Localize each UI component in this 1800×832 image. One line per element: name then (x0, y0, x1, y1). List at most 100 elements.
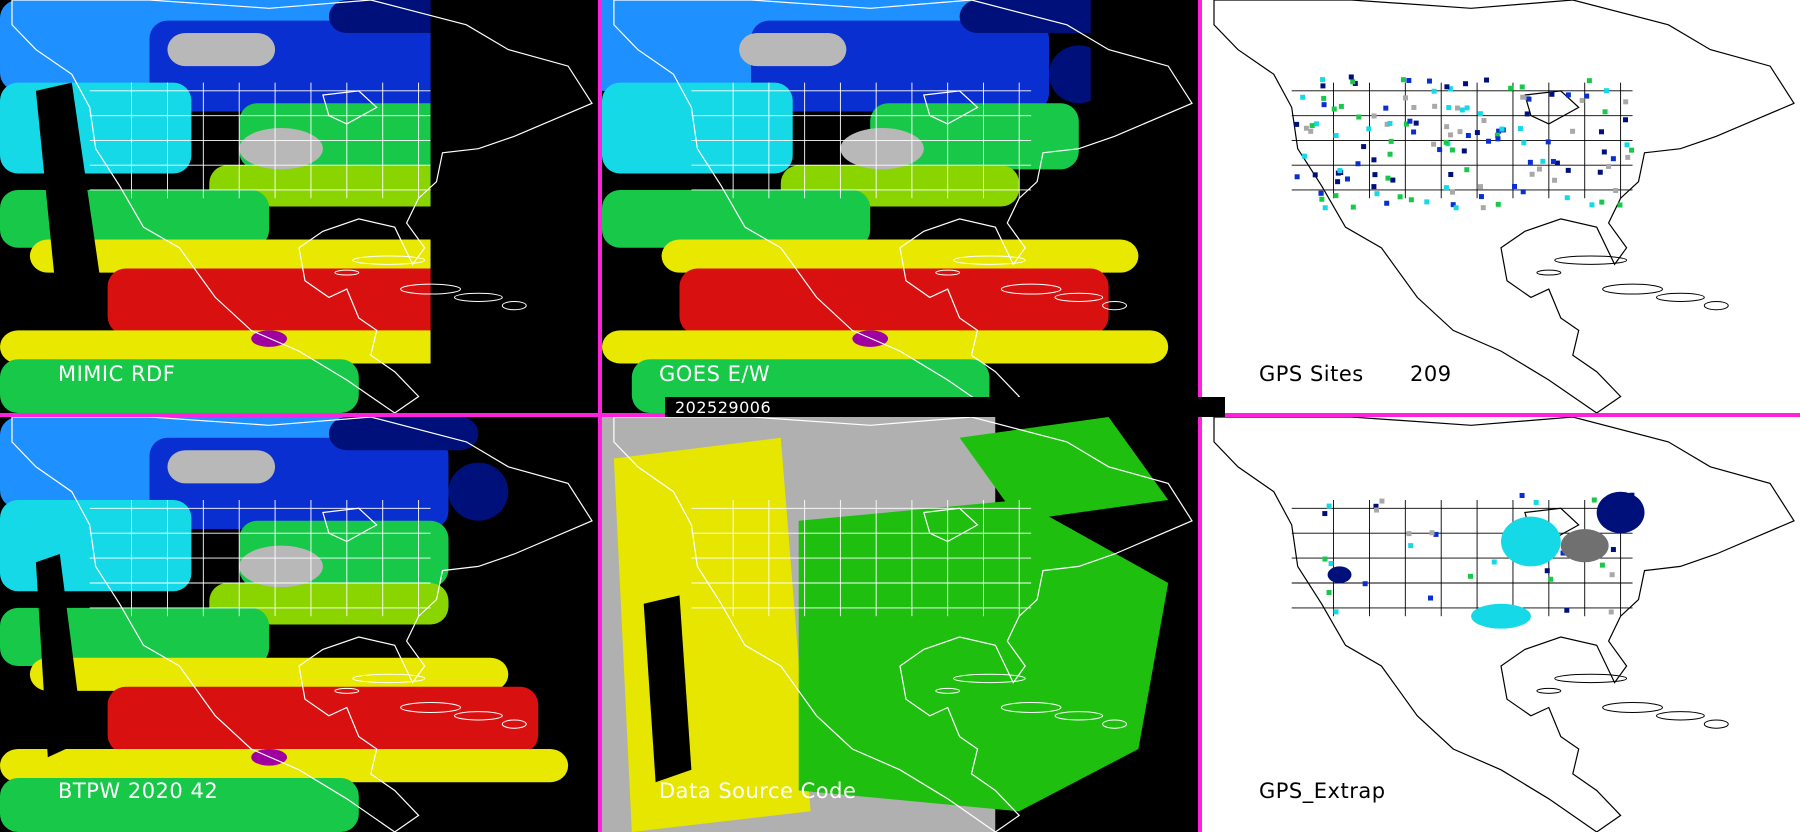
gps-site-marker (1511, 183, 1517, 189)
gps-site-marker (1598, 129, 1604, 135)
caribbean-islands (935, 673, 1127, 729)
gps-site-marker (1379, 498, 1385, 504)
gps-site-marker (1309, 123, 1315, 129)
gps-site-marker (1446, 105, 1452, 111)
gps-site-marker (1350, 79, 1356, 85)
gps-site-marker (1413, 120, 1419, 126)
state-borders (1291, 82, 1633, 199)
gps-site-marker (1384, 200, 1390, 206)
no-data-gap (35, 82, 102, 331)
gps-site-marker (1443, 139, 1449, 145)
gps-site-marker (1533, 499, 1539, 505)
gps-station-markers (1294, 74, 1635, 211)
gps-site-marker (1602, 109, 1608, 115)
gps-site-marker (1519, 492, 1525, 498)
vapor-band (739, 33, 847, 67)
gps-site-marker (1520, 94, 1526, 100)
gps-site-marker (1468, 573, 1474, 579)
vapor-band (0, 359, 359, 413)
gps-site-marker (1373, 503, 1379, 509)
gps-site-marker (1549, 91, 1555, 97)
mimic-rdf-label: MIMIC RDF (58, 362, 176, 386)
vapor-band (167, 450, 276, 484)
gps-site-marker (1397, 194, 1403, 200)
gps-site-marker (1478, 194, 1484, 200)
state-borders (691, 500, 1032, 617)
gps-site-marker (1344, 176, 1350, 182)
dry-region-blob (239, 128, 323, 170)
gps-site-marker (1322, 556, 1328, 562)
mimic-rdf-map (0, 0, 598, 413)
btpw-label: BTPW 2020 42 (58, 779, 219, 803)
gps-site-marker (1320, 83, 1326, 89)
vapor-band (602, 330, 1169, 364)
gps-site-marker (1319, 196, 1325, 202)
gps-site-marker (1601, 149, 1607, 155)
gps-site-marker (1428, 595, 1434, 601)
island-outline (1554, 673, 1628, 684)
gps-site-marker (1544, 568, 1550, 574)
water-vapor-field (602, 0, 1169, 413)
caribbean-islands (334, 673, 527, 729)
vapor-band (661, 239, 1139, 273)
island-outline (453, 292, 503, 302)
island-outline (453, 711, 503, 721)
island-outline (935, 269, 961, 276)
gps-site-marker (1385, 175, 1391, 181)
gps-site-marker (1352, 80, 1358, 86)
gps-site-marker (1383, 105, 1389, 111)
gps-site-marker (1333, 609, 1339, 615)
island-outline (1655, 711, 1705, 721)
vapor-band (328, 417, 479, 451)
gps-site-marker (1589, 202, 1595, 208)
dry-region-blob (239, 545, 323, 588)
continent-outline (11, 417, 593, 832)
gps-site-marker (1331, 106, 1337, 112)
gps-site-marker (1459, 107, 1465, 113)
gps-site-marker (1610, 547, 1616, 553)
gps-site-marker (1603, 88, 1609, 94)
gps-site-marker (1625, 154, 1631, 160)
gps-site-marker (1448, 132, 1454, 138)
continent-outline (1213, 0, 1795, 413)
source-region (613, 437, 811, 832)
island-outline (935, 687, 961, 694)
gps-site-marker (1333, 193, 1339, 199)
gps-site-marker (1453, 205, 1459, 211)
gps-site-marker (1597, 169, 1603, 175)
source-region (959, 417, 1169, 521)
gps-site-marker (1374, 507, 1380, 513)
gps-site-marker (1536, 166, 1542, 172)
extrap-blob (1471, 603, 1531, 629)
gps-site-marker (1437, 147, 1443, 153)
gps-site-marker (1450, 202, 1456, 208)
gps-site-marker (1300, 94, 1306, 100)
island-outline (352, 255, 426, 265)
gps-site-marker (1524, 111, 1530, 117)
caribbean-islands (935, 255, 1127, 311)
gps-site-marker (1560, 550, 1566, 556)
gps-site-marker (1564, 607, 1570, 613)
gps-site-marker (1521, 140, 1527, 146)
gps-site-marker (1338, 103, 1344, 109)
btpw-map (0, 417, 593, 832)
gps-site-marker (1312, 172, 1318, 178)
gps-site-marker (1321, 95, 1327, 101)
gps-site-marker (1411, 129, 1417, 135)
gps-site-marker (1320, 77, 1326, 83)
gps-sites-panel: GPS Sites 209 (1202, 0, 1800, 413)
gps-site-marker (1444, 124, 1450, 130)
gps-site-marker (1308, 128, 1314, 134)
gps-site-marker (1622, 117, 1628, 123)
island-outline (1054, 292, 1104, 302)
gps-site-marker (1629, 147, 1635, 153)
island-outline (1054, 711, 1104, 721)
gps-site-marker (1477, 111, 1483, 117)
vapor-band (209, 583, 449, 625)
gps-site-marker (1529, 171, 1535, 177)
date-stamp: 202529006 (675, 398, 772, 417)
data-source-code-map (602, 417, 1198, 832)
gps-site-marker (1387, 120, 1393, 126)
gps-site-marker (1348, 74, 1354, 80)
island-outline (1102, 300, 1127, 311)
